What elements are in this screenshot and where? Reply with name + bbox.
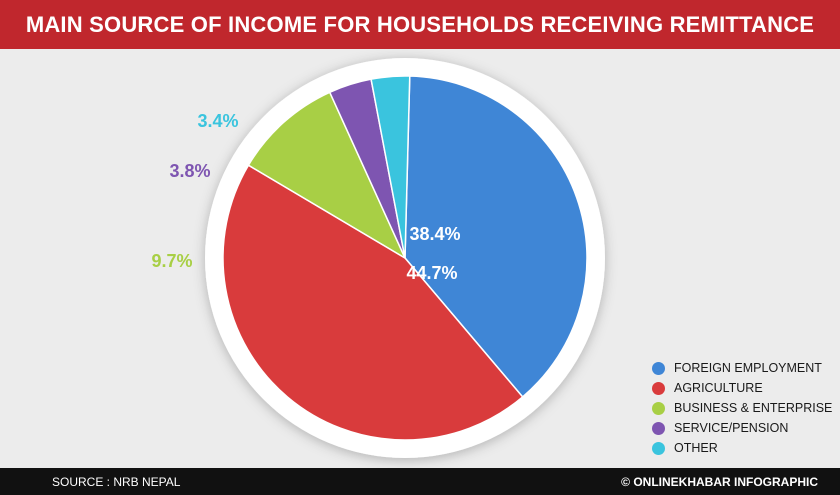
legend-label: FOREIGN EMPLOYMENT — [674, 361, 822, 375]
pie-slice-foreign-employment — [404, 75, 588, 398]
legend-swatch — [652, 441, 665, 455]
pie-slice-other — [370, 75, 411, 259]
legend-label: AGRICULTURE — [674, 381, 763, 395]
legend-swatch — [652, 361, 665, 375]
legend-label: OTHER — [674, 441, 718, 455]
legend-swatch — [652, 381, 665, 395]
legend-label: BUSINESS & ENTERPRISE — [674, 401, 833, 415]
data-label-foreign-employment: 38.4% — [409, 224, 460, 244]
pie-slice-business-enterprise — [247, 91, 407, 260]
legend-swatch — [652, 401, 665, 415]
pie-chart: 38.4% 44.7% 9.7% 3.8% 3.4% — [151, 58, 605, 458]
legend-item: SERVICE/PENSION — [652, 418, 840, 438]
data-label-service-pension: 3.8% — [169, 161, 210, 181]
footer-bar: SOURCE : NRB NEPAL © ONLINEKHABAR INFOGR… — [0, 468, 840, 495]
data-label-agriculture: 44.7% — [406, 263, 457, 283]
legend-swatch — [652, 421, 665, 435]
data-label-other: 3.4% — [197, 111, 238, 131]
legend: FOREIGN EMPLOYMENT AGRICULTURE BUSINESS & … — [652, 358, 840, 458]
legend-label: SERVICE/PENSION — [674, 421, 789, 435]
legend-item: FOREIGN EMPLOYMENT — [652, 358, 840, 378]
data-label-business-enterprise: 9.7% — [151, 251, 192, 271]
pie-slice-agriculture — [222, 164, 524, 441]
legend-item: OTHER — [652, 438, 840, 458]
source-note: SOURCE : NRB NEPAL — [52, 474, 181, 489]
chart-title: MAIN SOURCE OF INCOME FOR HOUSEHOLDS REC… — [0, 0, 840, 49]
legend-item: BUSINESS & ENTERPRISE — [652, 398, 840, 418]
credit-note: © ONLINEKHABAR INFOGRAPHIC — [621, 474, 818, 489]
legend-item: AGRICULTURE — [652, 378, 840, 398]
